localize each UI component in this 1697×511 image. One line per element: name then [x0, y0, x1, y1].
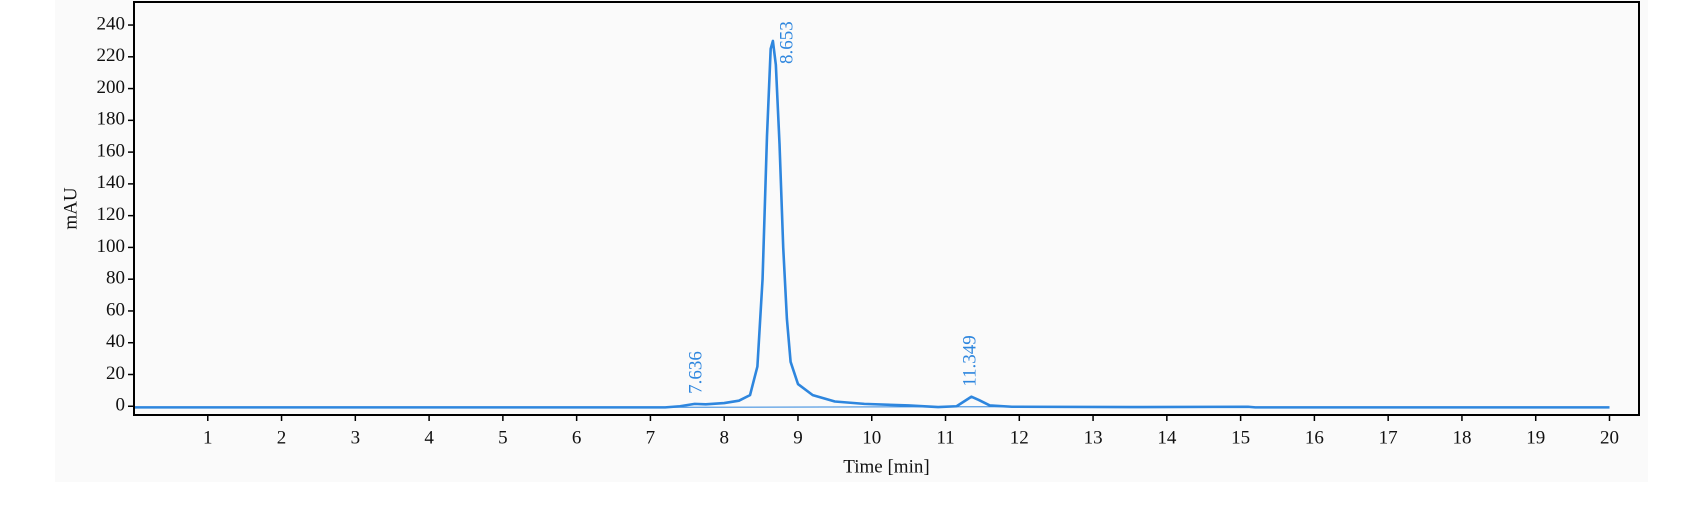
- peak-label: 11.349: [960, 335, 981, 387]
- y-tick-label: 160: [97, 140, 126, 161]
- x-tick-label: 19: [1526, 427, 1545, 448]
- background: [55, 0, 1648, 482]
- x-tick-label: 17: [1379, 427, 1398, 448]
- x-tick-label: 14: [1157, 427, 1177, 448]
- y-tick-label: 140: [97, 172, 126, 193]
- x-tick-label: 13: [1084, 427, 1103, 448]
- x-tick-label: 11: [936, 427, 954, 448]
- y-tick-label: 40: [106, 331, 125, 352]
- x-tick-label: 9: [793, 427, 803, 448]
- y-tick-label: 100: [97, 236, 126, 257]
- y-tick-label: 60: [106, 299, 125, 320]
- x-tick-label: 12: [1010, 427, 1029, 448]
- x-tick-label: 6: [572, 427, 582, 448]
- y-tick-label: 220: [97, 45, 126, 66]
- x-tick-label: 2: [277, 427, 287, 448]
- peak-label: 8.653: [777, 21, 798, 64]
- y-tick-label: 180: [97, 109, 126, 130]
- y-tick-label: 80: [106, 268, 125, 289]
- x-tick-label: 7: [646, 427, 656, 448]
- x-tick-label: 1: [203, 427, 213, 448]
- y-tick-label: 20: [106, 363, 125, 384]
- y-tick-label: 200: [97, 77, 126, 98]
- y-axis-label: mAU: [60, 187, 81, 230]
- x-tick-label: 8: [719, 427, 729, 448]
- peak-label: 7.636: [686, 351, 707, 394]
- x-tick-label: 3: [351, 427, 361, 448]
- y-tick-label: 0: [116, 395, 126, 416]
- x-tick-label: 18: [1452, 427, 1471, 448]
- x-tick-label: 5: [498, 427, 508, 448]
- x-tick-label: 16: [1305, 427, 1324, 448]
- x-tick-label: 20: [1600, 427, 1619, 448]
- x-axis-label: Time [min]: [843, 456, 929, 477]
- y-tick-label: 120: [97, 204, 126, 225]
- x-tick-label: 15: [1231, 427, 1250, 448]
- x-tick-label: 10: [862, 427, 881, 448]
- y-tick-label: 240: [97, 13, 126, 34]
- x-tick-label: 4: [424, 427, 434, 448]
